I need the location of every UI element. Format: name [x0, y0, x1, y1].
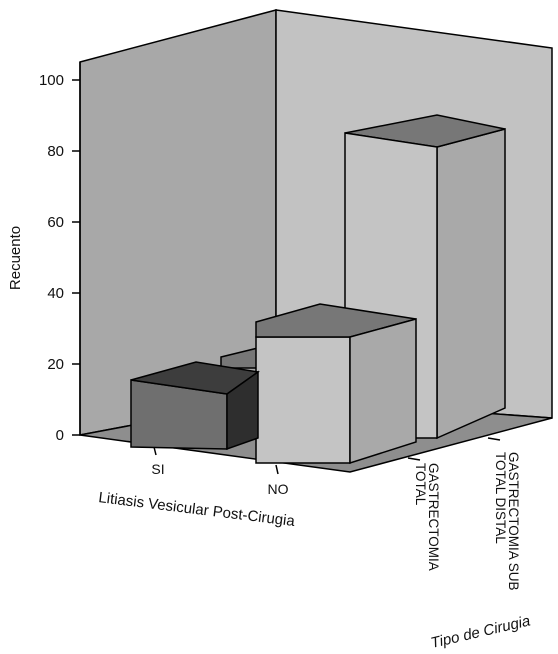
series-label-subtotal: GASTRECTOMIA SUBTOTAL DISTAL — [493, 452, 521, 591]
y-tick-label-20: 20 — [47, 356, 64, 373]
bar-total-no — [255, 303, 417, 465]
y-axis-title: Recuento — [7, 226, 24, 290]
y-tick-label-40: 40 — [47, 285, 64, 302]
y-axis: 0 20 40 60 80 100 — [39, 62, 81, 444]
bars-layer — [130, 114, 506, 475]
bar-total-no-side — [349, 318, 417, 465]
series-label-total: GASTRECTOMIATOTAL — [413, 463, 441, 571]
y-tick-label-60: 60 — [47, 214, 64, 231]
z-tick-total — [407, 457, 421, 461]
bar-total-si-side — [226, 370, 259, 451]
z-axis-title: Tipo de Cirugia — [429, 612, 532, 651]
category-label-si: SI — [151, 461, 164, 477]
y-tick-label-100: 100 — [39, 72, 64, 89]
category-label-no: NO — [268, 481, 289, 497]
bar-total-no-front — [255, 336, 351, 464]
x-tick-no — [275, 464, 279, 475]
bar-subtotal-no-side — [436, 128, 506, 440]
y-tick-label-80: 80 — [47, 143, 64, 160]
x-tick-si — [153, 446, 157, 456]
series-labels: GASTRECTOMIATOTAL GASTRECTOMIA SUBTOTAL D… — [413, 452, 521, 591]
y-tick-label-0: 0 — [56, 427, 64, 444]
z-tick-subtotal — [487, 437, 501, 441]
bar-total-si — [130, 361, 260, 451]
